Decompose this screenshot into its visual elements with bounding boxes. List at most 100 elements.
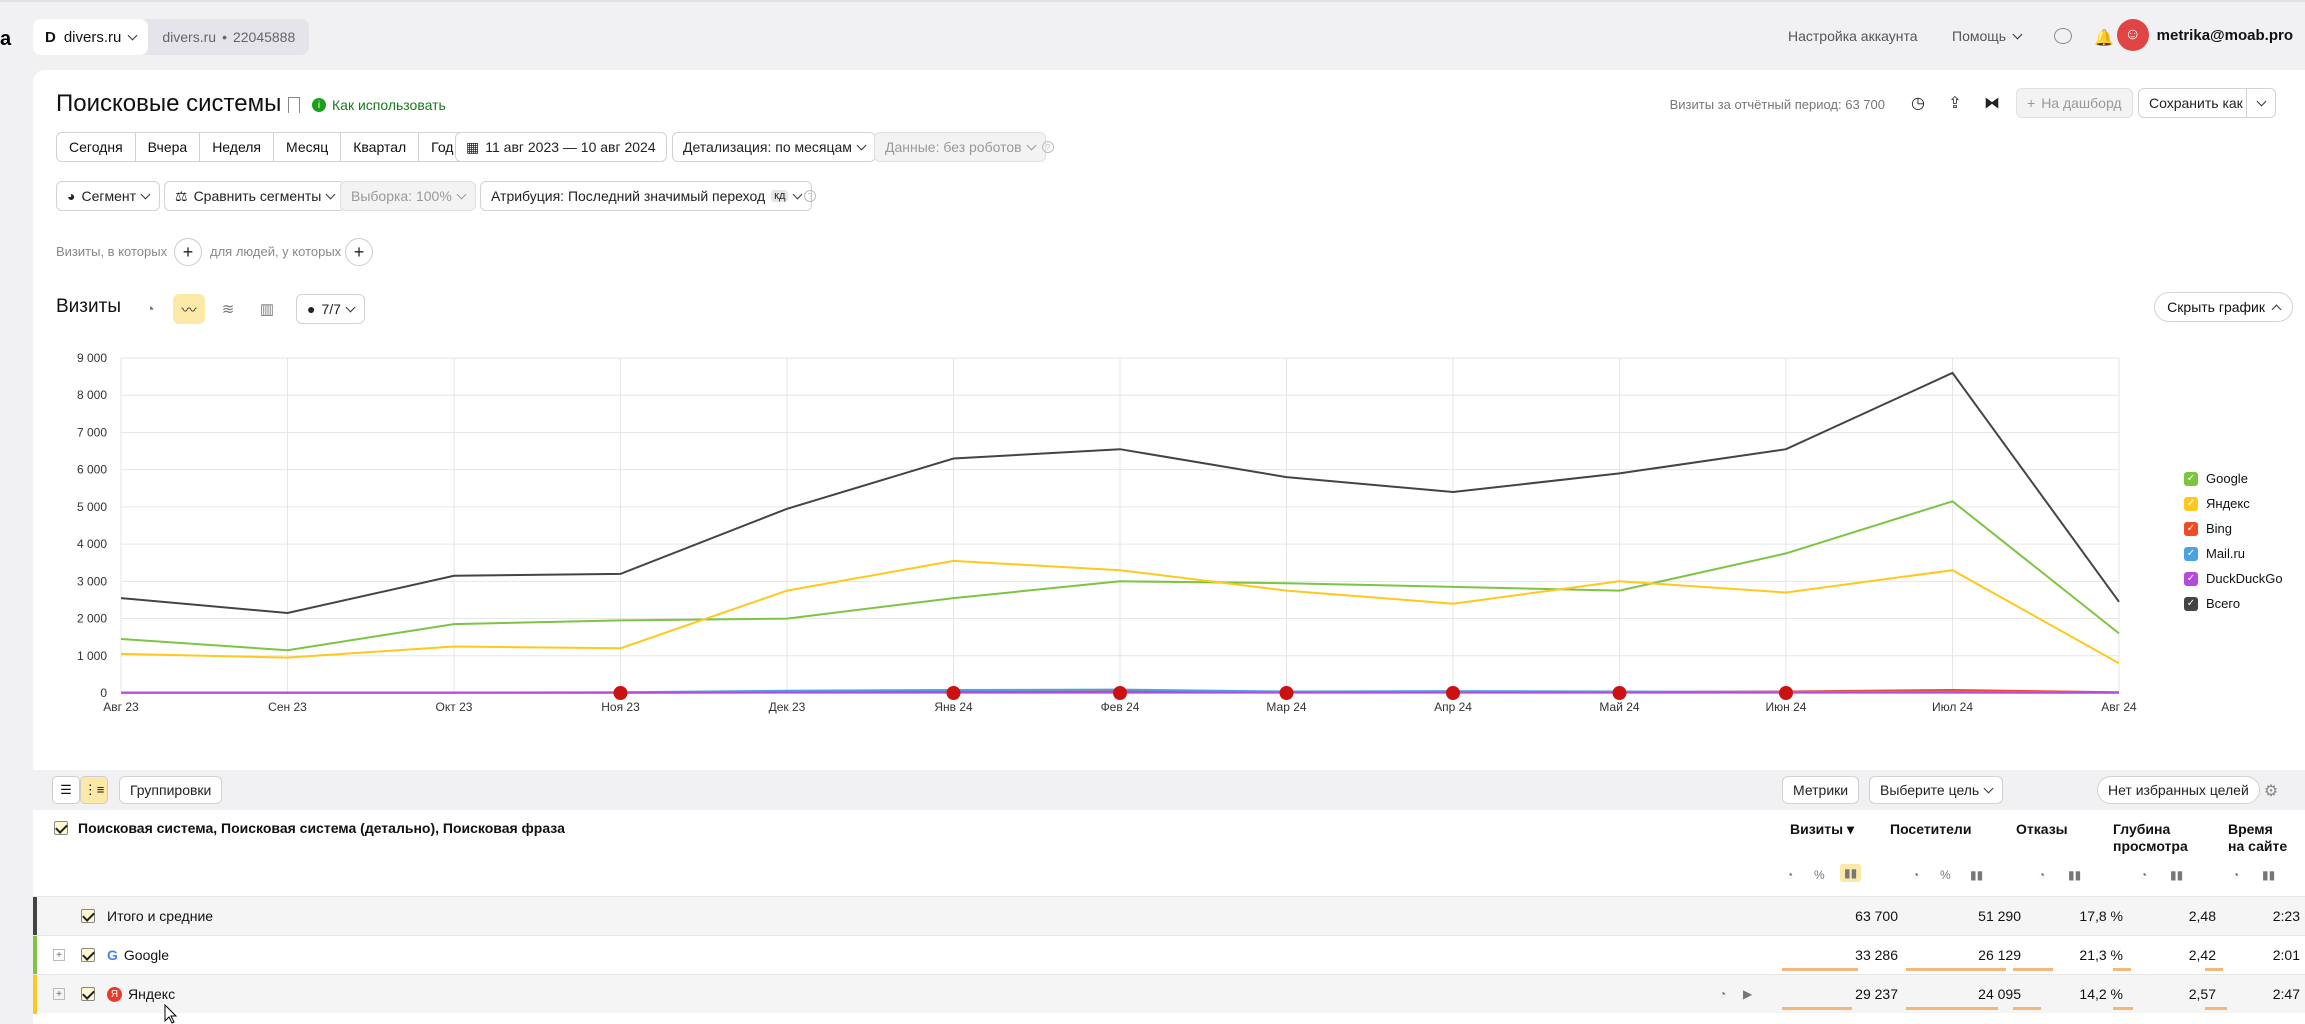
pie-icon[interactable]: ◔ bbox=[2140, 868, 2148, 882]
legend-checkbox[interactable]: ✓ bbox=[2184, 521, 2198, 536]
visits-share-bar bbox=[1782, 968, 1858, 971]
ab-test-icon[interactable]: ⧓ bbox=[1984, 95, 2000, 112]
legend-item[interactable]: ✓ Bing bbox=[2184, 516, 2283, 541]
col-bounce[interactable]: Отказы bbox=[2016, 821, 2068, 837]
legend-checkbox[interactable]: ✓ bbox=[2184, 496, 2198, 511]
clock-icon[interactable]: ◷ bbox=[1911, 95, 1925, 112]
dimensions-header[interactable]: Поисковая система, Поисковая система (де… bbox=[54, 820, 565, 836]
checkbox[interactable] bbox=[81, 909, 95, 923]
save-as-button[interactable]: Сохранить как bbox=[2138, 88, 2254, 118]
col-time[interactable]: Время на сайте bbox=[2228, 821, 2287, 855]
period-quarter[interactable]: Квартал bbox=[341, 133, 420, 161]
legend-label: Всего bbox=[2206, 596, 2241, 611]
expand-icon[interactable]: + bbox=[53, 988, 65, 1000]
annotation-marker[interactable] bbox=[1446, 686, 1460, 700]
checkbox[interactable] bbox=[81, 948, 95, 962]
annotation-marker[interactable] bbox=[1612, 686, 1627, 700]
to-dashboard-button[interactable]: + На дашборд bbox=[2016, 88, 2133, 118]
period-month[interactable]: Месяц bbox=[274, 133, 342, 161]
checkbox[interactable] bbox=[81, 987, 95, 1001]
table-row[interactable]: + G Google 33 286 26 129 21,3 % 2,42 2:0… bbox=[33, 935, 2305, 975]
groupings-button[interactable]: Группировки bbox=[119, 776, 223, 804]
bookmark-icon[interactable] bbox=[288, 97, 300, 113]
tree-view-button[interactable]: ⋮≡ bbox=[80, 776, 108, 804]
legend-checkbox[interactable]: ✓ bbox=[2184, 596, 2198, 611]
avatar: ☺ bbox=[2116, 19, 2149, 51]
cell-bounce: 21,3 % bbox=[2079, 947, 2123, 963]
bars-icon[interactable]: ▮▮ bbox=[2170, 868, 2184, 882]
chat-icon[interactable] bbox=[2054, 28, 2072, 44]
table-row[interactable]: Итого и средние 63 700 51 290 17,8 % 2,4… bbox=[33, 896, 2305, 936]
data-filter-dropdown[interactable]: Данные: без роботов bbox=[874, 132, 1046, 162]
col-depth[interactable]: Глубина просмотра bbox=[2113, 821, 2188, 855]
date-range-picker[interactable]: ▦ 11 авг 2023 — 10 авг 2024 bbox=[455, 132, 667, 162]
pie-icon[interactable]: ◔ bbox=[1719, 987, 1727, 1001]
pie-chart-type-button[interactable]: ◔ bbox=[145, 300, 155, 318]
counter-selector[interactable]: D divers.ru divers.ru • 22045888 bbox=[33, 19, 310, 55]
annotation-marker[interactable] bbox=[1113, 686, 1127, 700]
period-year[interactable]: Год bbox=[431, 139, 454, 155]
flat-view-button[interactable]: ☰ bbox=[52, 776, 80, 804]
help-icon[interactable]: ? bbox=[1042, 141, 1054, 153]
legend-item[interactable]: ✓ Яндекс bbox=[2184, 491, 2283, 516]
annotation-marker[interactable] bbox=[1279, 686, 1294, 700]
dimensions-label: Поисковая система, Поисковая система (де… bbox=[78, 820, 565, 836]
annotation-marker[interactable] bbox=[1779, 686, 1793, 700]
col-visits[interactable]: Визиты ▾ bbox=[1790, 821, 1855, 837]
goal-dropdown[interactable]: Выберите цель bbox=[1869, 776, 2004, 804]
legend-item[interactable]: ✓ Google bbox=[2184, 466, 2283, 491]
favorite-goals-button[interactable]: Нет избранных целей bbox=[2097, 776, 2260, 804]
annotation-marker[interactable] bbox=[613, 686, 628, 700]
metrika-logo[interactable]: a bbox=[0, 28, 12, 50]
expand-icon[interactable]: + bbox=[53, 949, 65, 961]
percent-icon[interactable]: % bbox=[1814, 868, 1825, 882]
sample-dropdown[interactable]: Выборка: 100% bbox=[340, 181, 476, 211]
series-line-google bbox=[120, 500, 2120, 652]
hide-chart-button[interactable]: Скрыть график bbox=[2154, 292, 2293, 322]
table-row[interactable]: + Я Яндекс ◔ ▶ 29 237 24 095 14,2 % 2,57… bbox=[33, 974, 2305, 1014]
how-to-use-link[interactable]: i Как использовать bbox=[312, 97, 446, 113]
legend-checkbox[interactable]: ✓ bbox=[2184, 546, 2198, 561]
period-yesterday[interactable]: Вчера bbox=[136, 133, 201, 161]
pie-icon[interactable]: ◔ bbox=[2038, 868, 2046, 882]
checkbox[interactable] bbox=[54, 821, 68, 835]
play-icon[interactable]: ▶ bbox=[1743, 987, 1753, 1001]
legend-item[interactable]: ✓ DuckDuckGo bbox=[2184, 566, 2283, 591]
period-today[interactable]: Сегодня bbox=[57, 133, 136, 161]
user-menu[interactable]: ☺ metrika@moab.pro bbox=[2116, 19, 2293, 51]
pie-icon[interactable]: ◔ bbox=[1912, 868, 1920, 882]
pie-icon[interactable]: ◔ bbox=[2232, 868, 2240, 882]
legend-checkbox[interactable]: ✓ bbox=[2184, 571, 2198, 586]
save-as-dropdown[interactable] bbox=[2246, 88, 2276, 118]
account-settings-link[interactable]: Настройка аккаунта bbox=[1788, 28, 1918, 44]
bell-icon[interactable]: 🔔 bbox=[2094, 30, 2114, 47]
legend-item[interactable]: ✓ Mail.ru bbox=[2184, 541, 2283, 566]
bars-icon[interactable]: ▮▮ bbox=[2068, 868, 2082, 882]
bars-icon[interactable]: ▮▮ bbox=[1840, 864, 1862, 882]
segment-dropdown[interactable]: ◕ Сегмент bbox=[56, 181, 161, 211]
add-people-filter-button[interactable]: + bbox=[345, 238, 373, 266]
export-icon[interactable]: ⇪ bbox=[1948, 95, 1962, 112]
bars-icon[interactable]: ▮▮ bbox=[1970, 868, 1984, 882]
gear-icon[interactable]: ⚙ bbox=[2263, 783, 2279, 800]
col-visitors[interactable]: Посетители bbox=[1890, 821, 1972, 837]
help-icon[interactable]: ? bbox=[804, 190, 816, 202]
add-visit-filter-button[interactable]: + bbox=[174, 238, 202, 266]
percent-icon[interactable]: % bbox=[1940, 868, 1951, 882]
series-selector[interactable]: ● 7/7 bbox=[296, 294, 365, 324]
stacked-chart-type-button[interactable]: ≋ bbox=[221, 301, 235, 318]
period-week[interactable]: Неделя bbox=[200, 133, 275, 161]
attribution-dropdown[interactable]: Атрибуция: Последний значимый переход кд bbox=[480, 181, 813, 211]
metrics-button[interactable]: Метрики bbox=[1782, 776, 1860, 804]
bar-chart-type-button[interactable]: ▥ bbox=[259, 301, 275, 318]
legend-item[interactable]: ✓ Всего bbox=[2184, 591, 2283, 616]
pie-icon[interactable]: ◔ bbox=[1786, 868, 1794, 882]
detail-dropdown[interactable]: Детализация: по месяцам bbox=[672, 132, 876, 162]
line-chart-type-button[interactable]: 〰 bbox=[173, 294, 205, 324]
legend-checkbox[interactable]: ✓ bbox=[2184, 471, 2198, 486]
bars-icon[interactable]: ▮▮ bbox=[2262, 868, 2276, 882]
help-menu[interactable]: Помощь bbox=[1952, 28, 2023, 44]
x-tick-label: Апр 24 bbox=[1434, 700, 1472, 714]
annotation-marker[interactable] bbox=[946, 686, 961, 700]
compare-segments-dropdown[interactable]: ⚖ Сравнить сегменты bbox=[164, 181, 346, 211]
